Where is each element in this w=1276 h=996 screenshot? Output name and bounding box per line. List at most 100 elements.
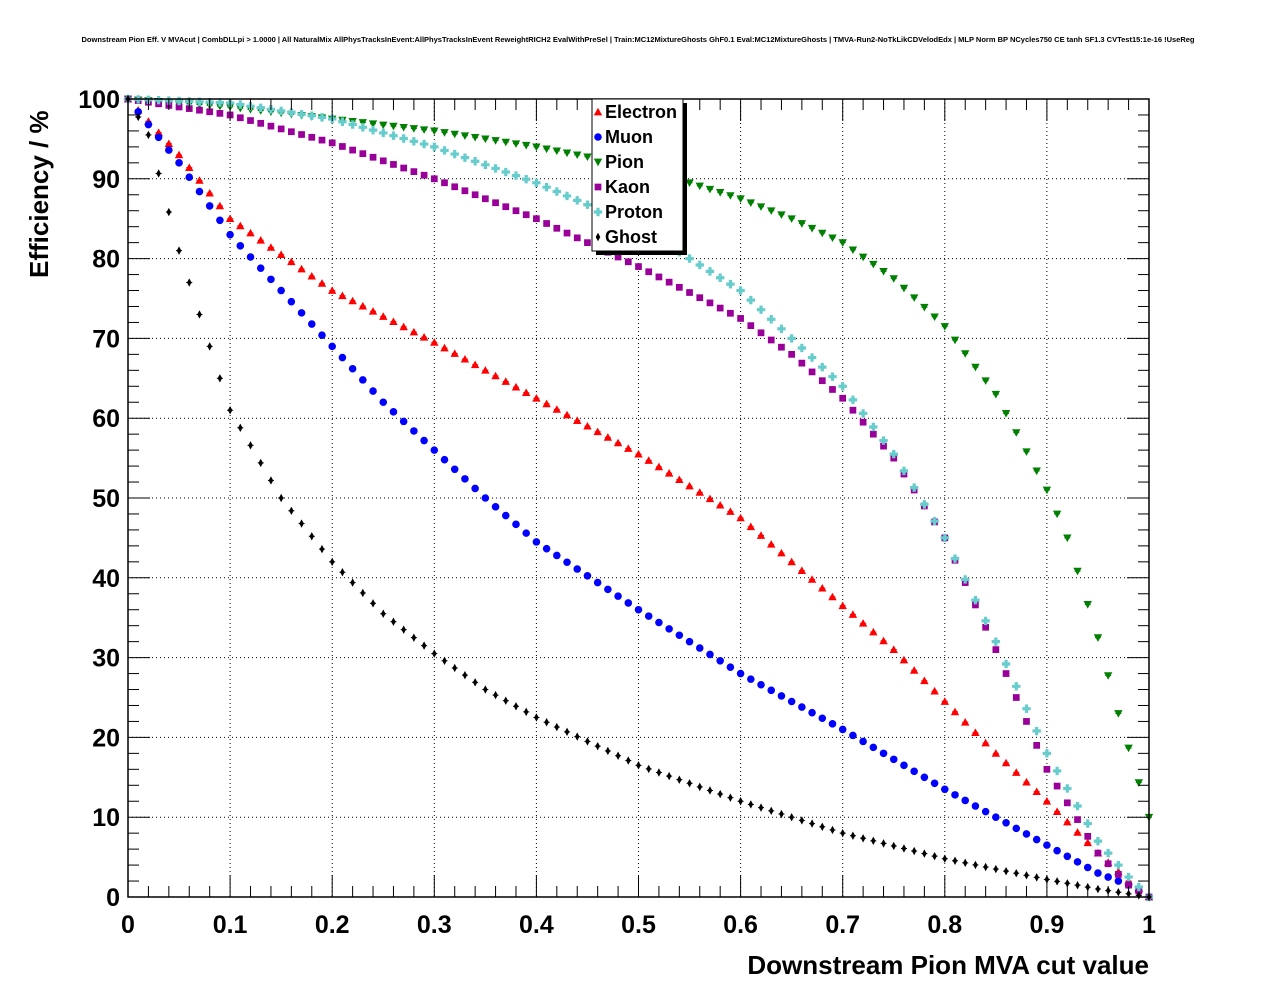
kaon-point <box>288 128 295 136</box>
series-ghost <box>125 94 1152 902</box>
muon-point <box>461 475 469 483</box>
proton-point <box>726 279 735 289</box>
ghost-point <box>585 737 590 746</box>
muon-point <box>1104 873 1112 881</box>
electron-point <box>225 214 235 223</box>
electron-point <box>1001 758 1011 767</box>
pion-point <box>746 199 756 207</box>
proton-point <box>470 157 480 166</box>
pion-point <box>511 140 521 148</box>
ghost-point <box>748 800 754 809</box>
electron-point <box>746 522 756 531</box>
muon-point <box>910 767 918 776</box>
proton-point <box>1103 848 1113 858</box>
pion-point <box>940 323 949 331</box>
proton-point <box>215 98 225 107</box>
electron-point <box>909 666 919 674</box>
legend-box <box>591 98 684 252</box>
proton-point <box>695 260 704 270</box>
electron-point <box>634 449 643 458</box>
muon-point <box>205 202 214 210</box>
pion-point <box>1063 534 1072 543</box>
kaon-point <box>1023 718 1030 725</box>
legend-label-ghost: Ghost <box>605 227 657 247</box>
muon-point <box>379 398 388 407</box>
electron-point <box>961 718 970 726</box>
electron-point <box>1042 797 1052 805</box>
pion-point <box>756 203 766 211</box>
kaon-point <box>1125 881 1132 889</box>
y-tick-label: 10 <box>92 804 120 832</box>
muon-point <box>420 436 428 445</box>
proton-point <box>276 106 286 116</box>
proton-point <box>889 449 898 459</box>
muon-point <box>1002 819 1010 827</box>
electron-point <box>664 469 674 477</box>
x-tick-label: 0.4 <box>519 911 554 939</box>
kaon-point <box>553 224 561 232</box>
kaon-point <box>308 133 316 141</box>
proton-point <box>1032 726 1041 736</box>
electron-point <box>430 338 439 346</box>
kaon-point <box>798 359 806 367</box>
proton-point <box>838 382 847 391</box>
electron-point <box>399 322 408 331</box>
pion-point <box>695 182 704 191</box>
ghost-point <box>605 746 611 756</box>
y-tick-label: 20 <box>92 724 120 752</box>
proton-point <box>450 149 459 159</box>
proton-point <box>154 95 163 105</box>
kaon-point <box>349 146 356 154</box>
electron-point <box>409 327 419 336</box>
electron-point <box>297 264 306 273</box>
ghost-point <box>738 797 743 806</box>
chart-title: Downstream Pion Eff. V MVAcut | CombDLLp… <box>82 35 1195 44</box>
pion-point <box>1124 744 1133 753</box>
electron-point <box>491 371 500 380</box>
proton-point <box>287 108 296 117</box>
muon-point <box>440 455 449 464</box>
proton-point <box>532 178 541 187</box>
proton-point <box>797 343 807 353</box>
muon-point <box>430 446 439 454</box>
ghost-point <box>993 864 999 874</box>
pion-point <box>961 350 970 358</box>
pion-point <box>552 147 562 156</box>
ghost-point <box>901 844 907 853</box>
muon-point <box>961 796 969 805</box>
ghost-point <box>646 764 652 774</box>
electron-point <box>450 349 459 357</box>
ghost-point <box>819 822 825 831</box>
proton-point <box>317 113 327 122</box>
legend-marker-pion <box>593 158 603 167</box>
muon-point <box>256 264 265 272</box>
electron-point <box>695 488 704 496</box>
electron-point <box>950 707 960 716</box>
kaon-point <box>318 136 326 144</box>
pion-point <box>481 135 490 144</box>
proton-point <box>358 123 368 132</box>
electron-point <box>736 513 745 522</box>
y-tick-label: 50 <box>92 485 120 513</box>
pion-point <box>879 268 888 276</box>
electron-point <box>348 296 357 305</box>
ghost-point <box>799 816 805 825</box>
kaon-point <box>298 131 305 138</box>
proton-point <box>419 139 429 149</box>
proton-point <box>440 146 449 155</box>
kaon-point <box>339 143 346 150</box>
electron-point <box>940 697 949 705</box>
proton-point <box>409 137 419 146</box>
legend: Electron Muon Pion Kaon Proton Ghost <box>591 98 687 255</box>
electron-point <box>787 557 796 566</box>
proton-point <box>1073 801 1082 811</box>
muon-point <box>685 637 694 646</box>
pion-point <box>950 336 960 345</box>
electron-point <box>1083 838 1092 847</box>
x-tick-label: 0.3 <box>417 911 452 939</box>
ghost-point <box>462 670 468 680</box>
electron-point <box>389 317 398 326</box>
pion-point <box>430 127 439 136</box>
proton-point <box>1022 704 1031 713</box>
electron-point <box>236 221 245 230</box>
